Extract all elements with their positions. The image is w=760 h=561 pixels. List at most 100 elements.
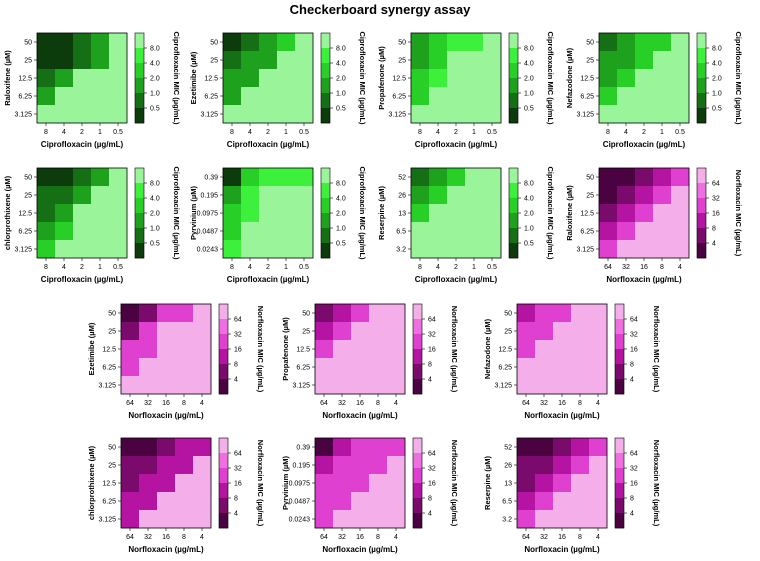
heatmap-cell bbox=[109, 105, 128, 124]
y-tick-label: 25 bbox=[586, 58, 594, 65]
y-tick-label: 3.125 bbox=[576, 247, 594, 254]
heatmap-cell bbox=[91, 222, 110, 241]
heatmap-cell bbox=[333, 322, 352, 341]
colorbar-tick-label: 0.5 bbox=[150, 241, 160, 248]
heatmap-cell bbox=[175, 322, 194, 341]
heatmap-cell bbox=[157, 474, 176, 493]
colorbar-label: Norfloxacin MIC (µg/mL) bbox=[450, 306, 459, 393]
heatmap-cell bbox=[295, 204, 314, 223]
heatmap-cell bbox=[175, 510, 194, 529]
heatmap-cell bbox=[351, 438, 370, 457]
heatmap-cell bbox=[55, 204, 74, 223]
heatmap-cell bbox=[37, 240, 56, 259]
heatmap-panel-8 bbox=[596, 167, 709, 261]
colorbar-tick-label: 0.5 bbox=[336, 106, 346, 113]
heatmap-cell bbox=[175, 456, 194, 475]
heatmap-cell bbox=[411, 33, 430, 52]
y-tick-label: 25 bbox=[108, 463, 116, 470]
colorbar-segment bbox=[615, 513, 624, 529]
heatmap-cell bbox=[369, 340, 388, 359]
heatmap-cell bbox=[465, 87, 484, 106]
x-tick-label: 4 bbox=[596, 400, 600, 407]
y-axis-label: chlorprothixene (µM) bbox=[3, 175, 12, 250]
heatmap-cell bbox=[535, 304, 554, 323]
colorbar-tick-label: 0.5 bbox=[150, 106, 160, 113]
x-tick-label: 32 bbox=[144, 400, 152, 407]
colorbar-tick-label: 4 bbox=[428, 511, 432, 518]
heatmap-cell bbox=[429, 69, 448, 88]
heatmap-cell bbox=[259, 51, 278, 70]
x-tick-label: 2 bbox=[80, 264, 84, 271]
x-axis-label: Norfloxacin (µg/mL) bbox=[524, 411, 600, 420]
heatmap-cell bbox=[223, 33, 242, 52]
colorbar-tick-label: 1.0 bbox=[150, 226, 160, 233]
y-tick-label: 0.39 bbox=[296, 445, 310, 452]
colorbar-segment bbox=[697, 33, 706, 49]
heatmap-cell bbox=[599, 51, 618, 70]
heatmap-cell bbox=[517, 304, 536, 323]
heatmap-cell bbox=[447, 105, 466, 124]
heatmap-cell bbox=[635, 186, 654, 205]
heatmap-cell bbox=[517, 340, 536, 359]
heatmap-cell bbox=[571, 492, 590, 511]
heatmap-cell bbox=[571, 304, 590, 323]
colorbar-segment bbox=[615, 319, 624, 335]
heatmap-cell bbox=[109, 186, 128, 205]
heatmap-cell bbox=[483, 168, 502, 187]
heatmap-cell bbox=[369, 510, 388, 529]
colorbar-segment bbox=[615, 483, 624, 499]
heatmap-cell bbox=[553, 474, 572, 493]
colorbar-segment bbox=[219, 364, 228, 380]
heatmap-cell bbox=[387, 358, 406, 377]
colorbar-segment bbox=[509, 213, 518, 229]
x-tick-label: 8 bbox=[182, 400, 186, 407]
colorbar-tick-label: 16 bbox=[428, 481, 436, 488]
heatmap-cell bbox=[351, 304, 370, 323]
colorbar-tick-label: 4.0 bbox=[712, 61, 722, 68]
heatmap-cell bbox=[37, 33, 56, 52]
colorbar-tick-label: 64 bbox=[428, 451, 436, 458]
heatmap-cell bbox=[193, 304, 212, 323]
y-tick-label: 25 bbox=[24, 193, 32, 200]
x-axis-label: Ciprofloxacin (µg/mL) bbox=[227, 140, 310, 149]
colorbar-segment bbox=[413, 334, 422, 350]
colorbar-tick-label: 4 bbox=[712, 241, 716, 248]
heatmap-cell bbox=[517, 376, 536, 395]
heatmap-cell bbox=[465, 204, 484, 223]
x-tick-label: 0.5 bbox=[487, 264, 497, 271]
colorbar-tick-label: 16 bbox=[712, 211, 720, 218]
heatmap-cell bbox=[55, 51, 74, 70]
heatmap-cell bbox=[535, 510, 554, 529]
heatmap-cell bbox=[333, 340, 352, 359]
colorbar-segment bbox=[615, 468, 624, 484]
heatmap-cell bbox=[91, 168, 110, 187]
heatmap-cell bbox=[241, 240, 260, 259]
heatmap-cell bbox=[429, 204, 448, 223]
colorbar-segment bbox=[321, 93, 330, 109]
heatmap-cell bbox=[535, 492, 554, 511]
y-axis-label: Ezetimibe (µM) bbox=[189, 51, 198, 104]
colorbar-segment bbox=[321, 63, 330, 79]
heatmap-cell bbox=[571, 456, 590, 475]
x-tick-label: 2 bbox=[266, 264, 270, 271]
colorbar-segment bbox=[697, 63, 706, 79]
heatmap-cell bbox=[387, 322, 406, 341]
y-tick-label: 3.125 bbox=[98, 517, 116, 524]
heatmap-cell bbox=[483, 33, 502, 52]
heatmap-cell bbox=[73, 87, 92, 106]
heatmap-cell bbox=[333, 376, 352, 395]
y-tick-label: 12.5 bbox=[580, 211, 594, 218]
heatmap-cell bbox=[37, 222, 56, 241]
heatmap-panel-1 bbox=[34, 32, 147, 126]
heatmap-cell bbox=[635, 51, 654, 70]
colorbar-segment bbox=[413, 468, 422, 484]
heatmap-cell bbox=[139, 474, 158, 493]
y-tick-label: 6.25 bbox=[580, 229, 594, 236]
heatmap-cell bbox=[535, 376, 554, 395]
y-axis-label: Nefazodone (µM) bbox=[565, 47, 574, 108]
y-tick-label: 50 bbox=[586, 40, 594, 47]
colorbar-segment bbox=[219, 513, 228, 529]
heatmap-cell bbox=[91, 87, 110, 106]
heatmap-cell bbox=[121, 510, 140, 529]
heatmap-cell bbox=[465, 69, 484, 88]
